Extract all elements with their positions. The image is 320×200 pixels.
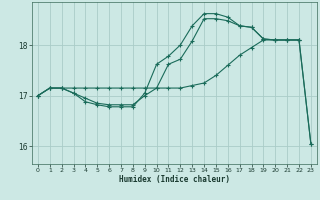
X-axis label: Humidex (Indice chaleur): Humidex (Indice chaleur) [119,175,230,184]
